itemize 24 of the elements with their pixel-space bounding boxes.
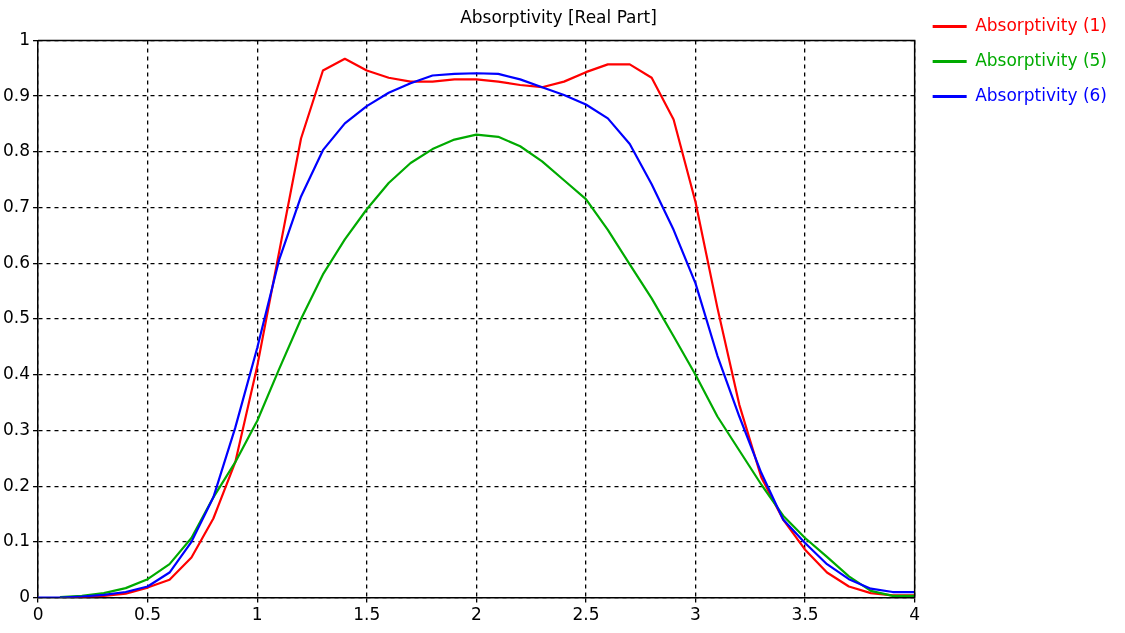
y-tick-label: 0	[19, 586, 31, 607]
y-tick-label: 0.3	[2, 418, 31, 439]
y-tick-label: 0.1	[2, 530, 31, 551]
chart-title: Absorptivity [Real Part]	[460, 6, 657, 27]
legend-label: Absorptivity (1)	[975, 14, 1107, 35]
y-tick-label: 0.5	[2, 307, 31, 328]
y-tick-label: 0.4	[2, 363, 31, 384]
x-tick-label: 0.5	[134, 604, 162, 625]
x-tick-label: 1	[251, 604, 263, 625]
legend-label: Absorptivity (6)	[975, 84, 1107, 105]
x-tick-label: 2.5	[572, 604, 600, 625]
x-tick-label: 2	[470, 604, 482, 625]
x-tick-label: 3	[690, 604, 701, 625]
legend-label: Absorptivity (5)	[975, 49, 1107, 70]
y-tick-label: 0.6	[2, 251, 31, 272]
y-tick-label: 1	[19, 28, 31, 49]
y-tick-label: 0.7	[2, 195, 31, 216]
y-tick-label: 0.8	[2, 140, 31, 161]
x-tick-label: 3.5	[791, 604, 819, 625]
x-tick-label: 0	[32, 604, 44, 625]
y-tick-label: 0.9	[2, 84, 31, 105]
x-tick-label: 1.5	[353, 604, 381, 625]
y-tick-label: 0.2	[2, 474, 31, 495]
x-tick-label: 4	[909, 604, 921, 625]
